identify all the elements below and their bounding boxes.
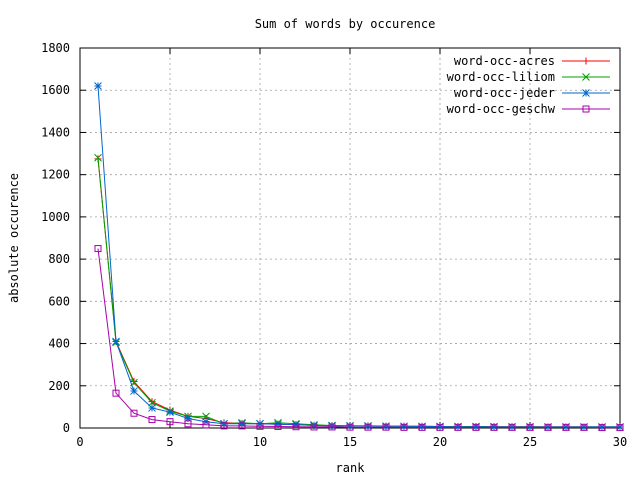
legend-marker: [582, 57, 590, 65]
data-point: [526, 423, 534, 431]
x-tick-label: 30: [613, 435, 627, 449]
data-point: [274, 420, 282, 429]
y-tick-label: 800: [48, 252, 70, 266]
data-point: [130, 387, 138, 395]
data-point: [94, 82, 102, 90]
series-word-occ-jeder: [94, 82, 624, 431]
data-point: [328, 423, 336, 431]
data-point: [256, 422, 264, 430]
data-point: [382, 423, 390, 431]
y-tick-label: 1600: [41, 83, 70, 97]
data-point: [112, 389, 120, 397]
data-point: [400, 422, 408, 431]
y-tick-label: 600: [48, 294, 70, 308]
data-point: [148, 404, 156, 412]
data-point: [130, 409, 138, 417]
data-point: [274, 423, 282, 431]
data-point: [166, 408, 174, 417]
data-point: [364, 422, 372, 430]
x-axis-label: rank: [336, 461, 366, 475]
series-line: [97, 85, 620, 428]
y-axis-label: absolute occurence: [7, 173, 21, 303]
y-tick-label: 1200: [41, 168, 70, 182]
x-tick-label: 15: [343, 435, 357, 449]
x-tick-label: 25: [523, 435, 537, 449]
y-tick-label: 1800: [41, 41, 70, 55]
data-point: [346, 422, 354, 430]
legend-marker: [582, 73, 590, 81]
data-point: [238, 422, 246, 430]
data-point: [562, 423, 570, 431]
data-point: [418, 423, 426, 431]
data-point: [598, 424, 606, 432]
data-point: [508, 423, 516, 431]
x-tick-label: 0: [76, 435, 83, 449]
axis-ticks: 0 5 10 15 20 25 30 0 200 400 600 800 1000 1200 1400 160…: [41, 41, 627, 449]
series-word-occ-acres: [94, 155, 624, 431]
y-tick-label: 0: [63, 421, 70, 435]
series-line: [97, 158, 620, 428]
data-point: [328, 422, 336, 430]
data-point: [292, 423, 300, 431]
data-point: [220, 422, 228, 430]
legend-label: word-occ-liliom: [447, 70, 555, 84]
data-point: [454, 422, 462, 431]
data-point: [400, 423, 408, 431]
data-point: [490, 423, 498, 431]
data-point: [472, 423, 480, 431]
data-point: [112, 337, 120, 346]
data-point: [292, 420, 300, 429]
data-point: [472, 422, 480, 431]
data-point: [364, 423, 372, 431]
data-point: [454, 423, 462, 431]
series-line: [97, 157, 620, 428]
data-point: [166, 418, 174, 426]
data-point: [184, 414, 192, 423]
legend-marker: [582, 89, 590, 97]
chart-title: Sum of words by occurence: [255, 17, 436, 31]
legend-label: word-occ-geschw: [447, 102, 556, 116]
y-tick-label: 1000: [41, 210, 70, 224]
data-point: [310, 423, 318, 431]
data-point: [616, 424, 624, 432]
data-point: [436, 422, 444, 431]
data-point: [238, 419, 246, 428]
data-point: [220, 419, 228, 428]
legend-label: word-occ-jeder: [454, 86, 555, 100]
data-point: [310, 421, 318, 430]
data-point: [382, 422, 390, 431]
data-point: [148, 416, 156, 424]
data-point: [598, 423, 606, 431]
data-point: [418, 422, 426, 431]
series-line: [97, 248, 620, 429]
data-point: [490, 422, 498, 431]
grid-lines: [80, 48, 620, 428]
data-point: [202, 421, 210, 429]
data-point: [148, 398, 156, 406]
data-point: [94, 153, 102, 162]
y-tick-label: 400: [48, 337, 70, 351]
series-layer: [94, 82, 624, 432]
data-point: [94, 245, 102, 253]
y-tick-label: 1400: [41, 125, 70, 139]
series-word-occ-geschw: [94, 245, 624, 432]
x-tick-label: 20: [433, 435, 447, 449]
legend-marker: [582, 105, 590, 113]
x-tick-label: 10: [253, 435, 267, 449]
y-tick-label: 200: [48, 379, 70, 393]
legend-label: word-occ-acres: [454, 54, 555, 68]
data-point: [544, 423, 552, 431]
x-tick-label: 5: [166, 435, 173, 449]
data-point: [184, 420, 192, 428]
data-point: [346, 423, 354, 431]
data-point: [436, 423, 444, 431]
data-point: [616, 423, 624, 431]
legend: word-occ-acres word-occ-liliom word-occ-je…: [447, 54, 610, 116]
series-word-occ-liliom: [94, 153, 624, 431]
data-point: [580, 423, 588, 431]
